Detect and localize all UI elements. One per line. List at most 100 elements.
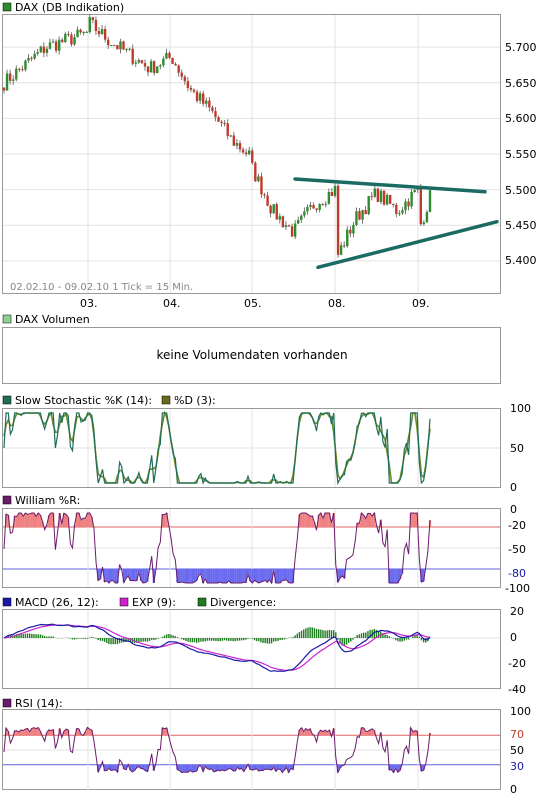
candle-body xyxy=(36,51,39,54)
candle-body xyxy=(367,196,370,215)
rsi-y-tick: 100 xyxy=(510,705,531,718)
candle-body xyxy=(54,41,58,51)
williams-plot-frame xyxy=(2,508,501,588)
stoch-k-line xyxy=(3,412,431,486)
candle-body xyxy=(214,111,217,118)
price-y-tick: 5.700 xyxy=(505,41,537,54)
candle-body xyxy=(64,33,67,43)
candle-body xyxy=(85,32,88,34)
stoch-y-tick: 50 xyxy=(510,442,524,455)
candle-body xyxy=(171,57,174,64)
candle-body xyxy=(2,87,6,91)
candle-body xyxy=(21,69,24,71)
candle-body xyxy=(238,143,242,150)
candle-body xyxy=(51,41,55,43)
candle-body xyxy=(125,48,128,50)
volume-panel: DAX Volumen keine Volumendaten vorhanden xyxy=(2,313,501,384)
candle-body xyxy=(33,53,36,59)
rsi-y-tick: 30 xyxy=(510,760,524,773)
candle-body xyxy=(202,93,205,104)
price-y-tick: 5.400 xyxy=(505,254,537,267)
candle-body xyxy=(373,188,377,197)
candle-body xyxy=(48,42,52,49)
williams-y-tick: -50 xyxy=(508,543,526,556)
trendline xyxy=(293,177,487,194)
candle-body xyxy=(137,60,141,63)
macd-exp-label: EXP (9): xyxy=(132,596,176,609)
candle-body xyxy=(220,121,223,124)
candle-body xyxy=(407,201,410,207)
macd-label: MACD (26, 12): xyxy=(15,596,99,609)
price-trendlines xyxy=(293,177,499,270)
candle-body xyxy=(364,210,367,215)
price-y-tick: 5.500 xyxy=(505,184,537,197)
candle-body xyxy=(275,204,278,220)
price-x-tick: 05. xyxy=(244,297,262,310)
candle-body xyxy=(281,216,285,228)
price-range-text: 02.02.10 - 09.02.10 1 Tick = 15 Min. xyxy=(10,282,193,293)
candle-body xyxy=(119,41,122,50)
williams-y-tick: -20 xyxy=(508,519,526,532)
candle-body xyxy=(306,206,309,212)
stoch-k-legend-swatch xyxy=(2,395,12,405)
candle-body xyxy=(134,62,137,64)
candle-body xyxy=(57,39,61,51)
candle-body xyxy=(342,245,346,247)
macd-y-tick: 20 xyxy=(510,605,524,618)
williams-lines xyxy=(3,511,432,585)
candle-body xyxy=(192,89,196,92)
candle-body xyxy=(11,79,15,81)
candle-body xyxy=(254,162,257,182)
price-x-tick: 09. xyxy=(412,297,430,310)
rsi-line xyxy=(3,726,431,774)
candle-body xyxy=(297,219,300,224)
candle-body xyxy=(88,17,92,33)
macd-exp-legend-swatch xyxy=(119,597,129,607)
price-y-tick: 5.600 xyxy=(505,112,537,125)
candle-body xyxy=(24,60,27,70)
rsi-y-tick: 70 xyxy=(510,728,524,741)
candle-body xyxy=(146,66,150,73)
candle-body xyxy=(327,192,331,204)
candle-body xyxy=(336,185,340,255)
candle-body xyxy=(116,45,119,50)
candle-body xyxy=(232,135,236,146)
macd-grid xyxy=(3,610,500,688)
williams-panel: William %R: 0 -20 -50 -80 -100 xyxy=(2,494,530,595)
williams-y-tick: -80 xyxy=(508,567,526,580)
candle-body xyxy=(131,48,134,64)
stoch-lines xyxy=(3,410,431,486)
candle-body xyxy=(293,223,297,237)
candle-body xyxy=(284,225,288,228)
stoch-plot-frame xyxy=(2,408,501,488)
candle-body xyxy=(404,201,407,211)
candle-body xyxy=(287,225,291,227)
candle-body xyxy=(352,225,355,234)
candle-body xyxy=(91,17,95,20)
macd-exp-line xyxy=(3,624,430,671)
candle-body xyxy=(152,61,156,74)
candle-body xyxy=(395,204,398,214)
candle-body xyxy=(205,100,208,104)
candle-body xyxy=(410,191,413,207)
volume-plot-frame xyxy=(2,327,501,384)
candle-body xyxy=(247,150,251,155)
price-x-tick: 04. xyxy=(163,297,181,310)
candle-body xyxy=(110,45,113,47)
candle-body xyxy=(318,204,321,210)
candle-body xyxy=(361,210,364,220)
candle-body xyxy=(159,65,162,67)
candle-body xyxy=(223,123,226,125)
stoch-d-legend-swatch xyxy=(161,395,171,405)
candle-body xyxy=(168,52,171,58)
candle-body xyxy=(272,204,275,214)
candle-body xyxy=(70,34,73,45)
candle-body xyxy=(257,176,260,182)
candle-body xyxy=(217,117,220,122)
candle-body xyxy=(355,211,358,226)
candle-body xyxy=(376,188,380,202)
rsi-panel: RSI (14): 100 70 50 30 0 xyxy=(2,697,531,796)
candle-body xyxy=(300,215,303,220)
macd-panel: MACD (26, 12): EXP (9): Divergence: 20 0… xyxy=(2,596,526,696)
candle-body xyxy=(211,107,214,112)
